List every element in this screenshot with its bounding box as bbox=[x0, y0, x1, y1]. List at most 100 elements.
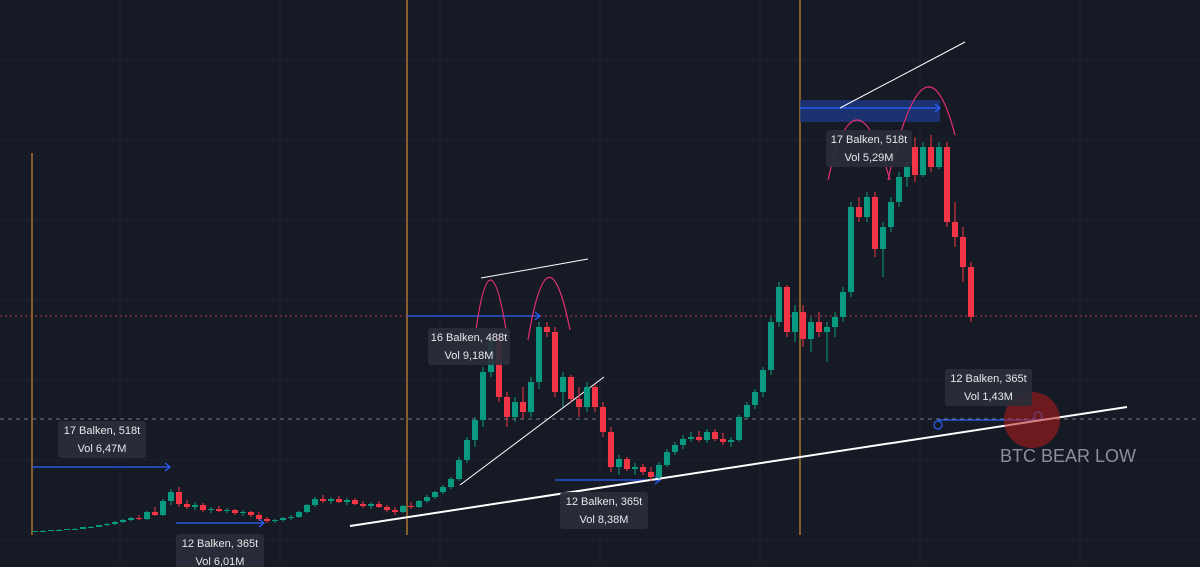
candle-body bbox=[712, 432, 718, 439]
annotation-box: 12 Balken, 365t Vol 1,43M bbox=[945, 369, 1032, 406]
candle-body bbox=[208, 509, 214, 510]
candle-body bbox=[592, 387, 598, 407]
candle-body bbox=[736, 417, 742, 440]
candle-body bbox=[368, 504, 374, 506]
candle-body bbox=[552, 332, 558, 392]
candle-body bbox=[144, 512, 150, 519]
candle-body bbox=[528, 382, 534, 412]
candle-body bbox=[104, 524, 110, 525]
candle-body bbox=[816, 322, 822, 332]
candle-body bbox=[88, 527, 94, 528]
annotation-bg bbox=[176, 534, 264, 567]
candle-body bbox=[624, 459, 630, 469]
annotation-text: Vol 5,29M bbox=[845, 152, 894, 164]
candle-body bbox=[504, 397, 510, 417]
candle-body bbox=[960, 237, 966, 267]
candle-body bbox=[48, 530, 54, 531]
candle-body bbox=[936, 147, 942, 167]
candle-body bbox=[176, 492, 182, 504]
candle-body bbox=[280, 518, 286, 520]
candle-body bbox=[320, 499, 326, 501]
candle-body bbox=[536, 327, 542, 382]
candle-body bbox=[400, 506, 406, 512]
candle-body bbox=[272, 520, 278, 521]
candle-body bbox=[152, 512, 158, 515]
candle-body bbox=[200, 505, 206, 510]
candle-body bbox=[656, 465, 662, 477]
candle-body bbox=[584, 387, 590, 407]
candle-body bbox=[888, 202, 894, 227]
candle-body bbox=[40, 531, 46, 532]
candle-body bbox=[184, 504, 190, 507]
candle-body bbox=[136, 518, 142, 519]
candle-body bbox=[312, 499, 318, 505]
annotation-text: 16 Balken, 488t bbox=[431, 332, 507, 344]
candle-body bbox=[904, 167, 910, 177]
annotation-text: Vol 9,18M bbox=[445, 350, 494, 362]
candle-body bbox=[648, 472, 654, 477]
candle-body bbox=[744, 405, 750, 417]
annotation-box: 17 Balken, 518t Vol 6,47M bbox=[58, 421, 146, 458]
candle-body bbox=[216, 509, 222, 511]
candle-body bbox=[416, 501, 422, 507]
candle-body bbox=[520, 402, 526, 412]
candle-body bbox=[608, 432, 614, 467]
candle-body bbox=[704, 432, 710, 440]
annotation-bg bbox=[560, 492, 648, 529]
candle-body bbox=[288, 517, 294, 518]
candle-body bbox=[872, 197, 878, 249]
annotation-bg bbox=[945, 369, 1032, 406]
candle-body bbox=[128, 518, 134, 520]
candle-body bbox=[168, 492, 174, 501]
candle-body bbox=[688, 437, 694, 439]
candle-body bbox=[376, 504, 382, 507]
candle-body bbox=[112, 522, 118, 524]
candle-body bbox=[64, 529, 70, 530]
candle-body bbox=[432, 492, 438, 497]
candle-body bbox=[224, 510, 230, 511]
candle-body bbox=[880, 227, 886, 249]
candle-body bbox=[160, 501, 166, 515]
candle-body bbox=[360, 504, 366, 506]
annotation-bg bbox=[58, 421, 146, 458]
candle-body bbox=[440, 487, 446, 492]
candle-body bbox=[952, 222, 958, 237]
candle-body bbox=[808, 322, 814, 339]
candle-body bbox=[784, 287, 790, 332]
annotation-box: 17 Balken, 518t Vol 5,29M bbox=[826, 130, 912, 167]
candle-body bbox=[792, 312, 798, 332]
candle-body bbox=[544, 327, 550, 332]
candle-body bbox=[296, 512, 302, 517]
candle-body bbox=[864, 197, 870, 217]
candle-body bbox=[896, 177, 902, 202]
candle-body bbox=[408, 506, 414, 507]
candle-body bbox=[96, 525, 102, 527]
candle-body bbox=[328, 499, 334, 501]
candle-body bbox=[264, 519, 270, 521]
candle-body bbox=[632, 467, 638, 469]
candle-body bbox=[256, 515, 262, 519]
candle-body bbox=[848, 207, 854, 292]
candle-body bbox=[480, 372, 486, 420]
annotation-box: 16 Balken, 488t Vol 9,18M bbox=[428, 328, 510, 365]
candle-body bbox=[728, 440, 734, 442]
candle-body bbox=[568, 377, 574, 399]
candle-body bbox=[696, 437, 702, 440]
annotation-text: 12 Balken, 365t bbox=[182, 538, 258, 550]
candle-body bbox=[352, 500, 358, 504]
candle-body bbox=[240, 512, 246, 513]
annotation-box: 12 Balken, 365t Vol 8,38M bbox=[560, 492, 648, 529]
candle-body bbox=[392, 510, 398, 512]
candle-body bbox=[840, 292, 846, 317]
candle-body bbox=[336, 499, 342, 502]
candle-body bbox=[384, 507, 390, 510]
candle-body bbox=[424, 497, 430, 501]
annotation-text: 17 Balken, 518t bbox=[64, 425, 140, 437]
candle-body bbox=[928, 147, 934, 167]
candle-body bbox=[776, 287, 782, 322]
candle-body bbox=[720, 439, 726, 442]
candle-body bbox=[616, 459, 622, 467]
candle-body bbox=[560, 377, 566, 392]
